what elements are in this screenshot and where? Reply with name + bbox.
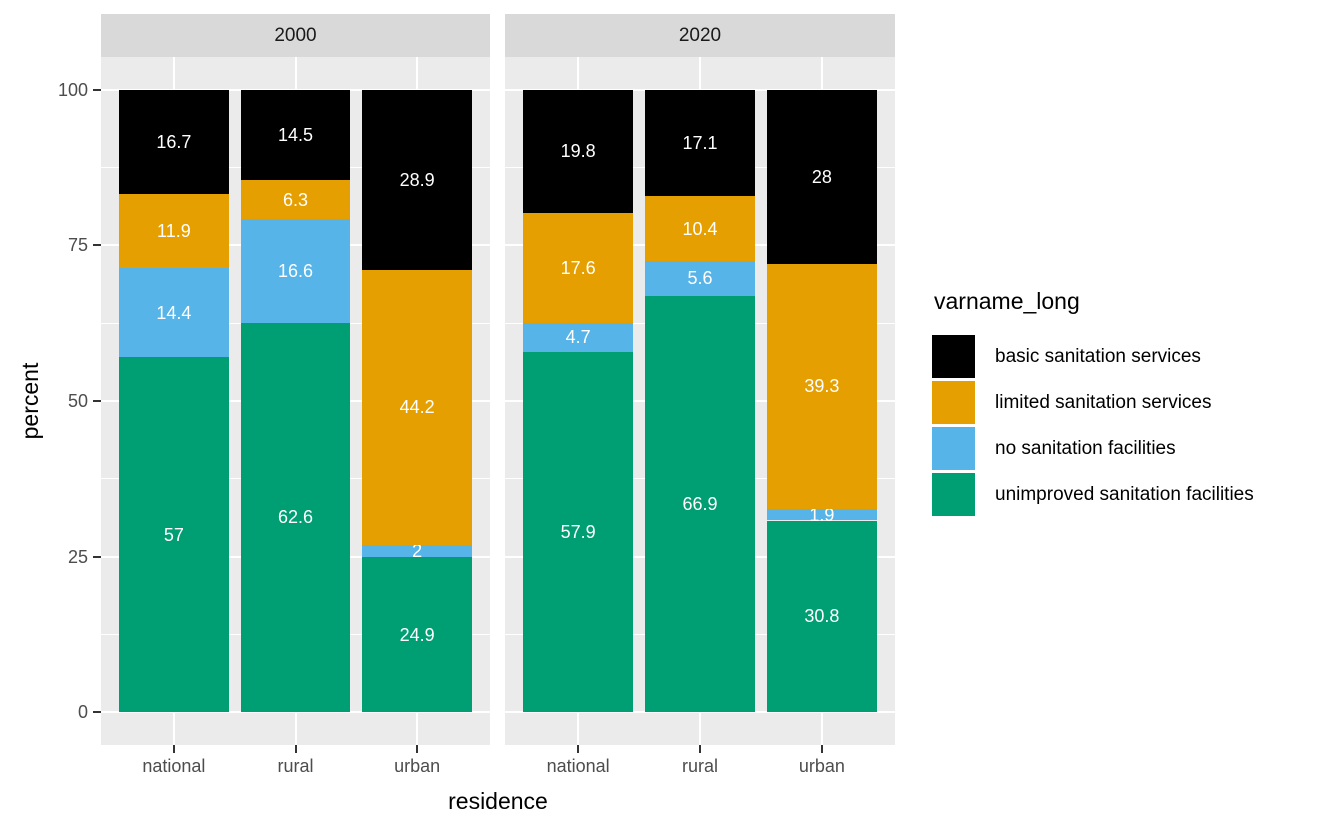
- bar-value-label: 24.9: [399, 624, 435, 645]
- bar-segment: 24.9: [362, 557, 472, 713]
- legend-key-swatch: [932, 473, 975, 516]
- legend-key-swatch: [932, 427, 975, 470]
- y-tick-label: 0: [77, 702, 88, 723]
- bar-segment: 1.9: [767, 504, 877, 525]
- bar-segment: 30.8: [767, 520, 877, 713]
- grid-major-horizontal: [101, 711, 490, 714]
- bar-segment: 19.8: [523, 89, 633, 213]
- y-tick-label: 100: [57, 79, 88, 100]
- bar-segment: 39.3: [767, 264, 877, 509]
- x-axis-tick: [172, 745, 175, 753]
- bar-value-label: 62.6: [277, 507, 314, 528]
- legend-item: no sanitation facilities: [932, 427, 1254, 470]
- bar-segment: 28: [767, 89, 877, 264]
- bar-segment: 57: [119, 357, 229, 713]
- bar-value-label: 2: [412, 541, 423, 562]
- bar-segment: 16.6: [240, 219, 351, 323]
- x-axis-tick: [294, 745, 297, 753]
- grid-major-horizontal: [505, 711, 895, 714]
- legend-key-swatch: [932, 335, 975, 378]
- bar-value-label: 57: [163, 524, 184, 545]
- legend-rows: basic sanitation services limited sanitat…: [932, 335, 1254, 516]
- x-axis-tick: [577, 745, 580, 753]
- x-axis-tick: [699, 745, 701, 753]
- bar-value-label: 39.3: [804, 376, 840, 397]
- legend-item-label: limited sanitation services: [995, 391, 1212, 413]
- facet-strip: 2000: [101, 14, 490, 57]
- y-axis-tick: [93, 244, 101, 247]
- bar-value-label: 16.7: [156, 131, 192, 152]
- x-tick-label: rural: [277, 756, 314, 776]
- bar-segment: 44.2: [362, 269, 472, 545]
- legend-item: limited sanitation services: [932, 381, 1254, 424]
- bar-segment: 10.4: [645, 196, 755, 261]
- legend-item-label: basic sanitation services: [995, 345, 1201, 367]
- y-axis-tick: [93, 88, 101, 91]
- bar-segment: 14.4: [119, 267, 229, 358]
- bar-segment: 11.9: [119, 193, 229, 268]
- y-axis-tick: [93, 400, 101, 402]
- legend-item-label: unimproved sanitation facilities: [995, 483, 1254, 505]
- bar-value-label: 17.6: [560, 257, 596, 278]
- bar-value-label: 11.9: [157, 220, 191, 241]
- legend-item: basic sanitation services: [932, 335, 1254, 378]
- bar-value-label: 10.4: [682, 218, 718, 239]
- legend-key-swatch: [932, 381, 975, 424]
- bar-value-label: 14.4: [156, 302, 192, 323]
- bar-value-label: 6.3: [282, 189, 308, 210]
- x-tick-label: rural: [681, 756, 718, 776]
- x-tick-label: national: [142, 756, 206, 776]
- legend-title: varname_long: [934, 288, 1080, 314]
- bar-value-label: 5.6: [687, 268, 713, 289]
- bar-segment: 17.1: [645, 89, 755, 197]
- x-axis-title: residence: [448, 788, 548, 814]
- bar-segment: 17.6: [523, 213, 633, 323]
- y-tick-label: 50: [67, 391, 88, 411]
- bar-value-label: 28.9: [399, 169, 435, 190]
- bar-segment: 62.6: [240, 322, 351, 713]
- bar-segment: 5.6: [645, 260, 755, 296]
- bar-value-label: 16.6: [277, 260, 314, 281]
- bar-value-label: 1.9: [809, 504, 835, 525]
- bar-segment: 57.9: [523, 351, 633, 713]
- x-tick-label: national: [546, 756, 610, 776]
- bar-segment: 16.7: [119, 89, 229, 194]
- bar-segment: 4.7: [523, 322, 633, 352]
- bar-value-label: 44.2: [399, 397, 435, 418]
- legend-item: unimproved sanitation facilities: [932, 473, 1254, 516]
- legend: varname_long basic sanitation services li…: [932, 288, 1254, 516]
- bar-value-label: 17.1: [682, 132, 718, 153]
- bar-segment: 6.3: [240, 180, 351, 220]
- x-tick-label: urban: [798, 756, 845, 776]
- bar-value-label: 30.8: [804, 606, 840, 627]
- bar-segment: 66.9: [645, 295, 755, 713]
- y-axis-tick: [93, 555, 101, 558]
- bar-value-label: 66.9: [682, 494, 718, 515]
- bar-segment: 2: [362, 541, 472, 562]
- x-tick-label: urban: [394, 756, 441, 776]
- y-tick-label: 25: [67, 546, 88, 567]
- x-axis-tick: [416, 745, 419, 753]
- y-tick-label: 75: [67, 235, 88, 256]
- legend-item-label: no sanitation facilities: [995, 437, 1176, 459]
- bar-value-label: 19.8: [560, 141, 596, 162]
- bar-value-label: 14.5: [277, 124, 314, 145]
- bar-value-label: 57.9: [560, 522, 596, 543]
- bar-value-label: 4.7: [565, 327, 591, 348]
- bar-value-label: 28: [811, 166, 832, 187]
- y-axis-tick: [93, 711, 101, 714]
- facet-strip: 2020: [505, 14, 895, 57]
- bar-segment: 28.9: [362, 89, 472, 270]
- bar-segment: 14.5: [240, 89, 351, 180]
- x-axis-tick: [820, 745, 823, 753]
